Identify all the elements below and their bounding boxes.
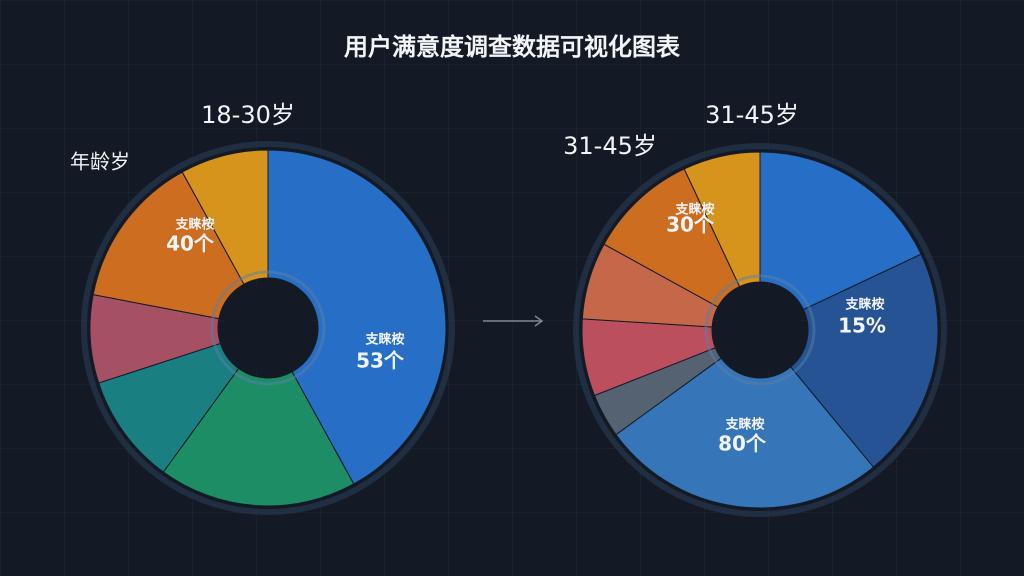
annotation: 40个 [166, 232, 215, 256]
chart-title: 18-30岁 [201, 101, 295, 129]
pie-slice [267, 149, 447, 485]
annotation: 30个 [666, 213, 715, 237]
pie-glow [81, 141, 455, 515]
pie-slice [98, 342, 240, 473]
pie-slice [789, 253, 939, 468]
annotation: 年龄岁 [70, 150, 130, 174]
pie-slice [683, 151, 761, 288]
annotation: 15% [838, 314, 886, 338]
page-title: 用户满意度调查数据可视化图表 [344, 33, 681, 61]
pie-slice [603, 168, 741, 308]
pie-slice [615, 357, 875, 509]
annotation: 支睐桉 [674, 202, 714, 218]
inner-ring [704, 274, 816, 386]
inner-ring [210, 270, 326, 386]
pie-slice [759, 151, 922, 311]
pie-hole [718, 288, 802, 372]
annotation: 支睐桉 [364, 332, 404, 348]
pie-slice [92, 171, 245, 320]
annotation: 支睐桉 [174, 217, 214, 233]
annotation: 53个 [356, 349, 405, 373]
annotation: 支睐桉 [724, 417, 764, 433]
pie-glow [573, 143, 947, 517]
pie-hole [224, 284, 312, 372]
chart-title: 31-45岁 [705, 101, 799, 129]
annotation: 支睐桉 [844, 297, 884, 313]
arrow [483, 315, 544, 327]
annotation: 80个 [718, 432, 767, 456]
pie-slice [181, 149, 269, 285]
annotation: 31-45岁 [563, 132, 657, 160]
pie-slice [162, 367, 355, 507]
